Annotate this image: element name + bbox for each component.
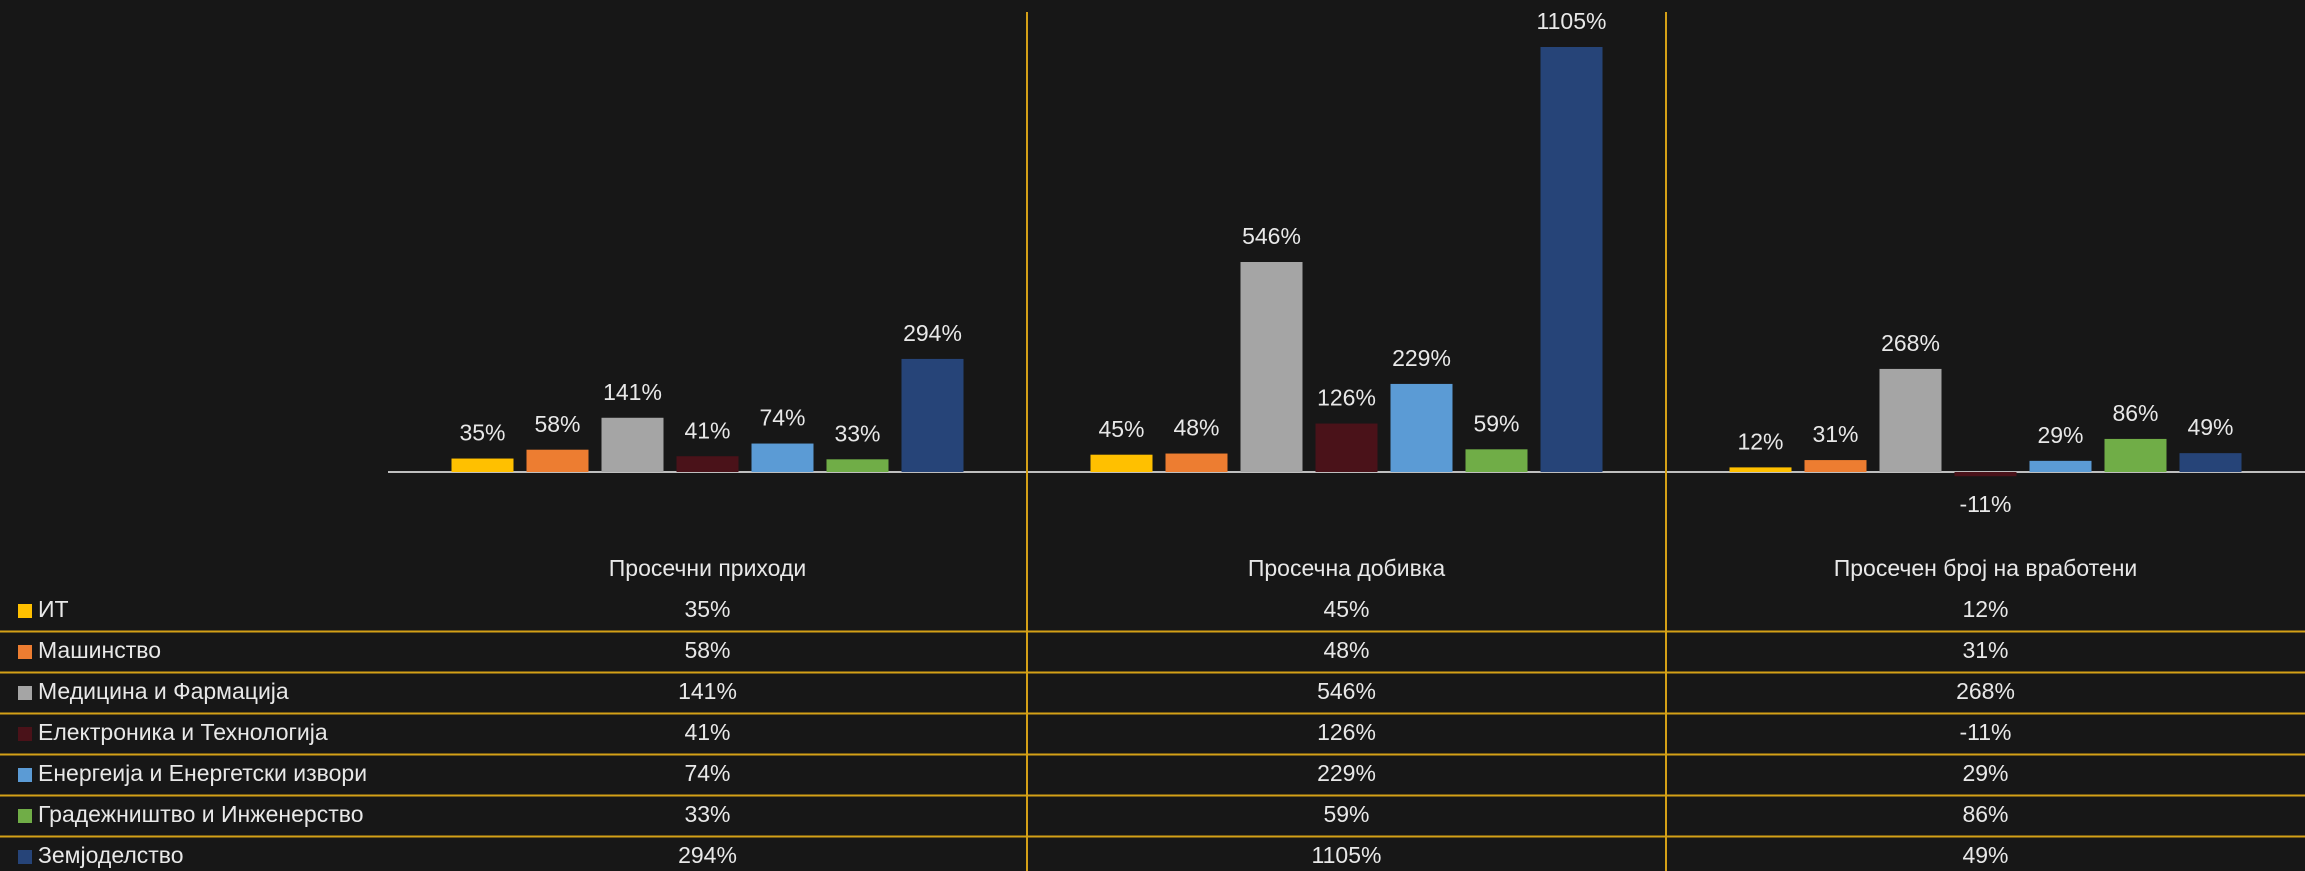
- legend-swatch: [18, 809, 32, 823]
- data-label: 268%: [1881, 330, 1940, 356]
- bar: [1465, 449, 1528, 472]
- data-label: 31%: [1812, 421, 1858, 447]
- data-label: 58%: [534, 411, 580, 437]
- bar: [1165, 453, 1228, 472]
- legend-swatch: [18, 768, 32, 782]
- bar: [1540, 47, 1603, 472]
- legend-swatch: [18, 645, 32, 659]
- table-cell: 58%: [684, 637, 730, 663]
- table-cell: 41%: [684, 719, 730, 745]
- table-cell: -11%: [1960, 719, 2012, 745]
- data-label: 1105%: [1537, 8, 1607, 34]
- bar: [2179, 453, 2242, 472]
- data-label: 35%: [459, 420, 505, 446]
- bar: [2104, 438, 2167, 472]
- data-label: 59%: [1473, 410, 1519, 436]
- legend-swatch: [18, 727, 32, 741]
- table-cell: 86%: [1962, 801, 2008, 827]
- bar: [1090, 454, 1153, 472]
- table-cell: 29%: [1962, 760, 2008, 786]
- legend-label: ИТ: [38, 596, 69, 622]
- bar: [601, 417, 664, 472]
- data-label: 546%: [1242, 223, 1301, 249]
- table-cell: 48%: [1323, 637, 1369, 663]
- bar: [526, 449, 589, 472]
- table-cell: 12%: [1962, 596, 2008, 622]
- table-cell: 268%: [1956, 678, 2015, 704]
- bar: [751, 443, 814, 472]
- legend-swatch: [18, 686, 32, 700]
- legend-swatch: [18, 850, 32, 864]
- data-label: 141%: [603, 379, 662, 405]
- table-cell: 45%: [1323, 596, 1369, 622]
- table-cell: 1105%: [1312, 842, 1382, 868]
- bar: [826, 459, 889, 472]
- data-label: 86%: [2112, 400, 2158, 426]
- data-label: 33%: [834, 420, 880, 446]
- data-label: 74%: [759, 405, 805, 431]
- bar: [2029, 460, 2092, 472]
- bar: [1315, 423, 1378, 472]
- table-cell: 229%: [1317, 760, 1376, 786]
- table-cell: 141%: [678, 678, 737, 704]
- bar: [1804, 460, 1867, 472]
- category-label: Просечен број на вработени: [1834, 555, 2138, 581]
- table-cell: 31%: [1962, 637, 2008, 663]
- legend-label: Машинство: [38, 637, 161, 663]
- data-label: 29%: [2037, 422, 2083, 448]
- table-cell: 35%: [684, 596, 730, 622]
- legend-label: Енергеија и Енергетски извори: [38, 760, 367, 786]
- table-cell: 74%: [684, 760, 730, 786]
- data-label: 49%: [2187, 414, 2233, 440]
- legend-swatch: [18, 604, 32, 618]
- data-label: 48%: [1173, 415, 1219, 441]
- bar: [1390, 383, 1453, 472]
- legend-label: Земјоделство: [38, 842, 184, 868]
- table-cell: 294%: [678, 842, 737, 868]
- bar: [1729, 467, 1792, 472]
- bar: [1879, 368, 1942, 472]
- legend-label: Електроника и Технологија: [38, 719, 328, 745]
- legend-label: Медицина и Фармација: [38, 678, 289, 704]
- bar: [1954, 472, 2017, 477]
- bar: [901, 358, 964, 472]
- data-label: 294%: [903, 320, 962, 346]
- table-cell: 126%: [1317, 719, 1376, 745]
- table-cell: 33%: [684, 801, 730, 827]
- table-cell: 546%: [1317, 678, 1376, 704]
- table-cell: 49%: [1962, 842, 2008, 868]
- data-label: -11%: [1960, 491, 2012, 517]
- bar: [451, 458, 514, 472]
- category-label: Просечна добивка: [1248, 555, 1446, 581]
- legend-label: Градежништво и Инженерство: [38, 801, 363, 827]
- bar: [676, 456, 739, 472]
- data-label: 12%: [1737, 428, 1783, 454]
- data-label: 229%: [1392, 345, 1451, 371]
- category-label: Просечни приходи: [609, 555, 806, 581]
- data-label: 45%: [1098, 416, 1144, 442]
- data-label: 41%: [684, 417, 730, 443]
- table-cell: 59%: [1323, 801, 1369, 827]
- data-label: 126%: [1317, 385, 1376, 411]
- bar: [1240, 262, 1303, 472]
